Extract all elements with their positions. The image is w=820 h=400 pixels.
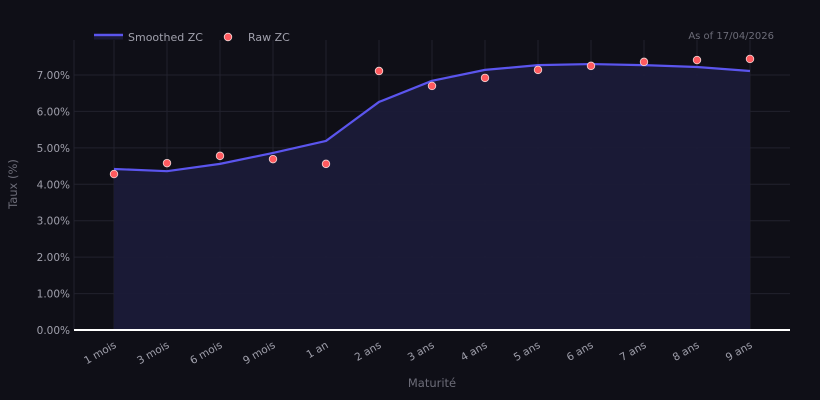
x-tick-label: 4 ans	[459, 339, 490, 364]
legend-label: Smoothed ZC	[128, 31, 203, 44]
area-fill	[114, 64, 750, 330]
y-tick-label: 3.00%	[37, 216, 70, 228]
y-tick-label: 6.00%	[37, 106, 70, 118]
y-tick-label: 4.00%	[37, 179, 70, 191]
legend-item-raw-zc[interactable]: Raw ZC	[223, 31, 290, 44]
as-of-date: As of 17/04/2026	[688, 31, 774, 42]
x-tick-label: 9 ans	[724, 339, 755, 364]
x-tick-label: 3 ans	[406, 339, 437, 364]
legend-item-smoothed-zc[interactable]: Smoothed ZC	[94, 31, 203, 44]
legend: Smoothed ZC Raw ZC	[94, 31, 290, 44]
x-tick-label: 3 mois	[135, 339, 171, 367]
y-axis-label: Taux (%)	[6, 159, 20, 210]
x-tick-label: 9 mois	[241, 339, 277, 367]
raw-zc-marker	[374, 66, 384, 76]
raw-zc-marker	[480, 73, 490, 83]
raw-zc-marker	[427, 81, 437, 91]
legend-label: Raw ZC	[248, 31, 290, 44]
x-tick-label: 6 ans	[565, 339, 596, 364]
area-under-curve	[114, 64, 750, 330]
x-tick-label: 7 ans	[618, 339, 649, 364]
raw-zc-marker	[639, 57, 649, 67]
raw-zc-marker	[533, 65, 543, 75]
y-tick-label: 0.00%	[37, 325, 70, 337]
x-axis-ticks: 1 mois 3 mois 6 mois 9 mois 1 an 2 ans 3 ans 4 …	[82, 339, 754, 367]
raw-zc-marker	[109, 169, 119, 179]
raw-zc-marker	[586, 61, 596, 71]
raw-zc-marker	[321, 159, 331, 169]
x-tick-label: 6 mois	[188, 339, 224, 367]
legend-marker-icon	[223, 32, 233, 42]
raw-zc-marker	[745, 54, 755, 64]
x-tick-label: 2 ans	[353, 339, 384, 364]
y-axis-ticks: 0.00% 1.00% 2.00% 3.00% 4.00% 5.00% 6.00% 7.00%	[37, 70, 70, 337]
y-tick-label: 7.00%	[37, 70, 70, 82]
x-tick-label: 8 ans	[671, 339, 702, 364]
y-tick-label: 2.00%	[37, 252, 70, 264]
raw-zc-marker	[268, 154, 278, 164]
raw-zc-marker	[215, 151, 225, 161]
x-axis-label: Maturité	[408, 376, 456, 390]
raw-zc-marker	[692, 55, 702, 65]
y-tick-label: 1.00%	[37, 289, 70, 301]
raw-zc-marker	[162, 158, 172, 168]
y-tick-label: 5.00%	[37, 143, 70, 155]
raw-zc-markers	[109, 54, 755, 179]
x-tick-label: 5 ans	[512, 339, 543, 364]
x-tick-label: 1 an	[304, 339, 330, 361]
x-tick-label: 1 mois	[82, 339, 118, 367]
